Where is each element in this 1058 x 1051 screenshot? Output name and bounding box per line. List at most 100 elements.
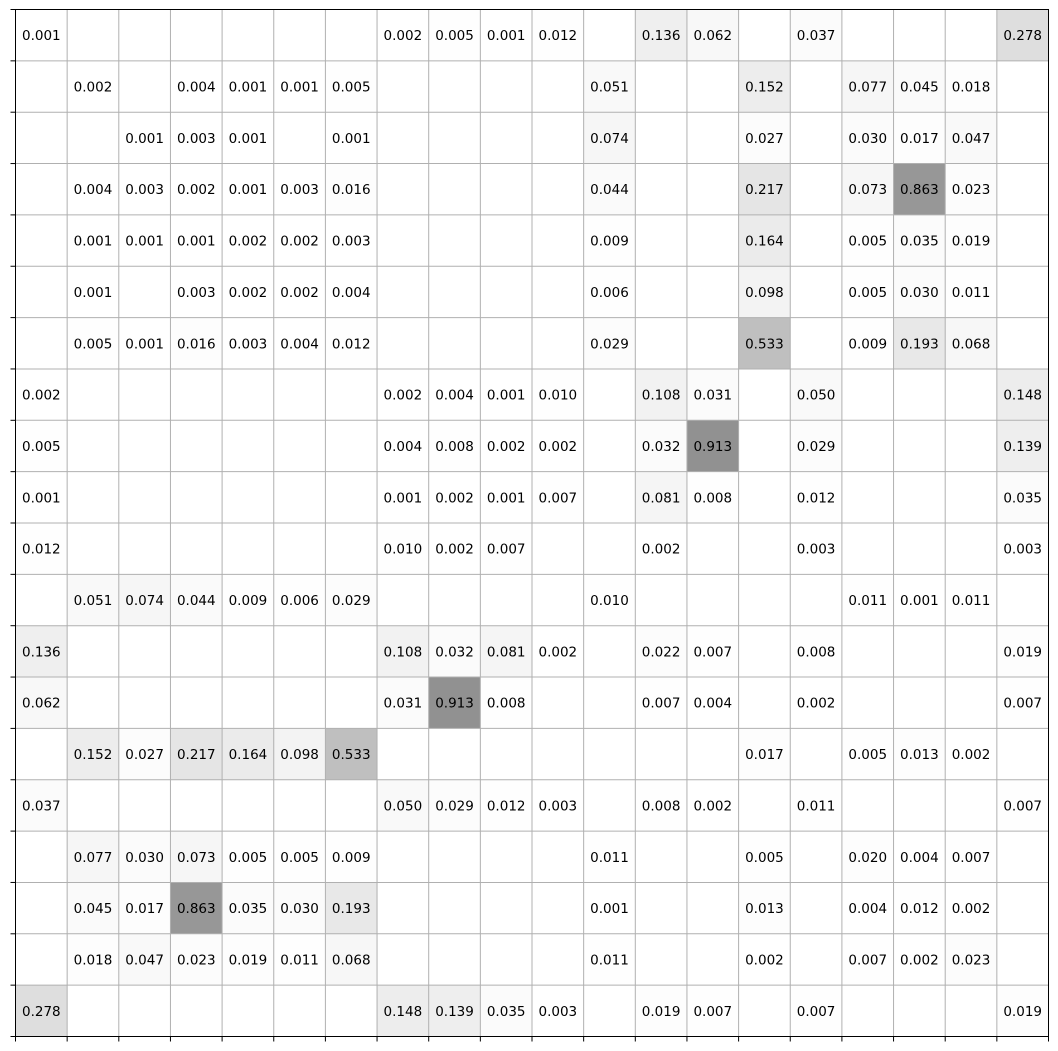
heatmap-cell bbox=[273, 985, 326, 1037]
heatmap-cell bbox=[15, 368, 68, 421]
heatmap-cell bbox=[170, 677, 223, 729]
cell-value-label: 0.008 bbox=[797, 644, 836, 660]
heatmap-cell bbox=[738, 933, 791, 986]
heatmap-cell bbox=[222, 728, 274, 780]
heatmap-cell bbox=[377, 317, 429, 369]
heatmap-cell bbox=[686, 214, 739, 267]
heatmap-cell bbox=[738, 112, 791, 164]
cell-value-label: 0.011 bbox=[848, 593, 887, 609]
heatmap-cell bbox=[532, 317, 584, 369]
heatmap-cell bbox=[635, 933, 687, 986]
cell-value-label: 0.004 bbox=[384, 439, 423, 455]
cell-value-label: 0.013 bbox=[900, 747, 939, 763]
cell-value-label: 0.003 bbox=[332, 234, 371, 250]
heatmap-cell bbox=[325, 214, 378, 267]
heatmap-cell bbox=[15, 214, 68, 267]
heatmap-cell bbox=[428, 677, 481, 729]
heatmap-cell bbox=[532, 933, 584, 986]
cell-value-label: 0.001 bbox=[125, 234, 164, 250]
heatmap-cell bbox=[325, 574, 378, 626]
cell-value-label: 0.050 bbox=[384, 798, 423, 814]
heatmap-cell bbox=[686, 420, 739, 472]
cell-value-label: 0.005 bbox=[74, 336, 113, 352]
cell-value-label: 0.030 bbox=[848, 131, 887, 147]
cell-value-label: 0.012 bbox=[797, 490, 836, 506]
heatmap-cell bbox=[583, 266, 636, 318]
heatmap-cell bbox=[428, 985, 481, 1037]
heatmap-cell bbox=[532, 779, 584, 832]
heatmap-cell bbox=[790, 9, 842, 61]
cell-value-label: 0.011 bbox=[590, 952, 629, 968]
cell-value-label: 0.029 bbox=[590, 336, 629, 352]
heatmap-cell bbox=[841, 677, 894, 729]
heatmap-cell bbox=[893, 214, 946, 267]
heatmap-cell bbox=[893, 625, 946, 678]
heatmap-cell bbox=[841, 163, 894, 215]
cell-value-label: 0.011 bbox=[590, 850, 629, 866]
cell-value-label: 0.009 bbox=[848, 336, 887, 352]
heatmap-cell bbox=[635, 523, 687, 575]
cell-value-label: 0.004 bbox=[74, 182, 113, 198]
heatmap-cell bbox=[428, 317, 481, 369]
heatmap-cell bbox=[273, 60, 326, 113]
cell-value-label: 0.068 bbox=[332, 952, 371, 968]
heatmap-cell bbox=[738, 523, 791, 575]
heatmap-cell bbox=[841, 471, 894, 523]
cell-value-label: 0.016 bbox=[177, 336, 216, 352]
cell-value-label: 0.068 bbox=[952, 336, 991, 352]
heatmap-cell bbox=[996, 933, 1049, 986]
heatmap-cell bbox=[635, 60, 687, 113]
heatmap-cell bbox=[893, 420, 946, 472]
heatmap-cell bbox=[686, 985, 739, 1037]
cell-value-label: 0.001 bbox=[487, 28, 526, 44]
heatmap-cell bbox=[583, 523, 636, 575]
heatmap-cell bbox=[325, 933, 378, 986]
cell-value-label: 0.020 bbox=[848, 850, 887, 866]
cell-value-label: 0.003 bbox=[1003, 542, 1042, 558]
heatmap-cell bbox=[480, 831, 532, 883]
cell-value-label: 0.008 bbox=[642, 798, 681, 814]
heatmap-cell bbox=[635, 368, 687, 421]
cell-value-label: 0.007 bbox=[797, 1004, 836, 1020]
cell-value-label: 0.027 bbox=[745, 131, 784, 147]
heatmap-cell bbox=[893, 882, 946, 934]
cell-value-label: 0.001 bbox=[74, 234, 113, 250]
heatmap-cell bbox=[222, 9, 274, 61]
heatmap-cell bbox=[480, 728, 532, 780]
heatmap-cell bbox=[222, 471, 274, 523]
heatmap-cell bbox=[118, 9, 171, 61]
heatmap-cell bbox=[532, 677, 584, 729]
heatmap-cell bbox=[635, 677, 687, 729]
heatmap-cell bbox=[325, 317, 378, 369]
heatmap-cell bbox=[686, 831, 739, 883]
heatmap-cell bbox=[325, 882, 378, 934]
cell-value-label: 0.005 bbox=[435, 28, 474, 44]
heatmap-cell bbox=[893, 728, 946, 780]
heatmap-cell bbox=[790, 523, 842, 575]
cell-value-label: 0.022 bbox=[642, 644, 681, 660]
heatmap-cell bbox=[790, 831, 842, 883]
heatmap-cell bbox=[377, 831, 429, 883]
heatmap-cell bbox=[635, 985, 687, 1037]
cell-value-label: 0.136 bbox=[642, 28, 681, 44]
heatmap-cell bbox=[583, 985, 636, 1037]
heatmap-cell bbox=[841, 882, 894, 934]
heatmap-cell bbox=[480, 368, 532, 421]
heatmap-cell bbox=[480, 574, 532, 626]
cell-value-label: 0.136 bbox=[22, 644, 61, 660]
heatmap-cell bbox=[15, 574, 68, 626]
cell-value-label: 0.008 bbox=[435, 439, 474, 455]
heatmap-cell bbox=[480, 471, 532, 523]
heatmap-cell bbox=[222, 831, 274, 883]
cell-value-label: 0.017 bbox=[745, 747, 784, 763]
heatmap-cell bbox=[738, 214, 791, 267]
heatmap-cell bbox=[222, 214, 274, 267]
heatmap-cell bbox=[738, 779, 791, 832]
cell-value-label: 0.008 bbox=[693, 490, 732, 506]
heatmap-cell bbox=[67, 831, 119, 883]
heatmap-cell bbox=[583, 882, 636, 934]
cell-value-label: 0.001 bbox=[590, 901, 629, 917]
heatmap-cell bbox=[67, 677, 119, 729]
heatmap-cell bbox=[996, 420, 1049, 472]
cell-value-label: 0.002 bbox=[435, 490, 474, 506]
